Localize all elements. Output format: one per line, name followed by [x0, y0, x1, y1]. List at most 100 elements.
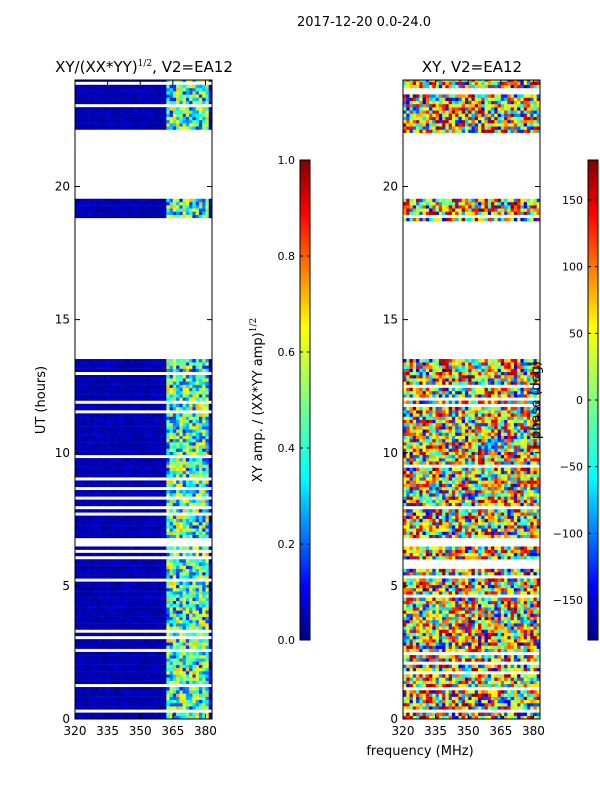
heatmap-cell	[123, 461, 128, 465]
heatmap-row	[75, 394, 212, 398]
heatmap-cell	[208, 515, 212, 519]
heatmap-cell	[146, 534, 151, 539]
heatmap-cell	[136, 677, 141, 681]
heatmap-cell	[133, 619, 138, 624]
heatmap-cell	[169, 198, 174, 203]
heatmap-cell	[202, 110, 206, 114]
heatmap-cell	[94, 448, 99, 452]
heatmap-cell	[172, 594, 177, 598]
heatmap-cell	[172, 100, 177, 105]
heatmap-cell	[150, 610, 154, 614]
heatmap-cell	[202, 531, 206, 535]
heatmap-cell	[198, 687, 203, 691]
heatmap-cell	[117, 110, 121, 114]
heatmap-cell	[208, 525, 212, 529]
heatmap-cell	[179, 91, 183, 95]
heatmap-cell	[114, 626, 118, 630]
heatmap-cell	[107, 610, 112, 614]
heatmap-cell	[176, 591, 180, 595]
heatmap-cell	[198, 591, 203, 595]
heatmap-cell	[120, 642, 125, 646]
heatmap-cell	[195, 365, 200, 369]
heatmap-cell	[78, 368, 82, 373]
heatmap-cell	[198, 639, 203, 643]
heatmap-cell	[130, 562, 135, 566]
heatmap-cell	[153, 432, 157, 436]
heatmap-cell	[127, 562, 131, 566]
heatmap-cell	[205, 201, 210, 206]
heatmap-cell	[179, 97, 183, 101]
heatmap-cell	[205, 658, 210, 662]
heatmap-cell	[133, 572, 138, 576]
heatmap-cell	[81, 619, 86, 624]
heatmap-cell	[150, 699, 154, 704]
heatmap-cell	[114, 422, 118, 427]
heatmap-cell	[84, 208, 89, 212]
heatmap-cell	[185, 368, 190, 373]
heatmap-cell	[88, 619, 92, 624]
heatmap-cell	[114, 696, 118, 701]
heatmap-cell	[97, 642, 102, 646]
heatmap-cell	[202, 429, 206, 433]
heatmap-cell	[120, 113, 125, 117]
heatmap-cell	[84, 438, 89, 443]
heatmap-cell	[192, 594, 196, 598]
heatmap-cell	[91, 664, 95, 669]
heatmap-cell	[455, 712, 459, 716]
heatmap-cell	[159, 594, 164, 598]
heatmap-cell	[195, 528, 200, 532]
heatmap-cell	[143, 616, 148, 621]
heatmap-cell	[84, 616, 89, 621]
heatmap-cell	[136, 597, 141, 601]
heatmap-cell	[195, 205, 200, 209]
heatmap-cell	[172, 528, 177, 532]
heatmap-cell	[81, 100, 86, 105]
heatmap-cell	[114, 451, 118, 456]
heatmap-cell	[192, 458, 196, 462]
heatmap-cell	[104, 546, 108, 550]
heatmap-cell	[185, 198, 190, 203]
heatmap-cell	[133, 448, 138, 452]
heatmap-cell	[127, 588, 131, 592]
heatmap-cell	[182, 80, 187, 82]
heatmap-cell	[101, 696, 105, 701]
heatmap-cell	[117, 91, 121, 95]
heatmap-cell	[192, 123, 196, 127]
heatmap-cell	[163, 568, 167, 573]
heatmap-cell	[156, 94, 161, 98]
heatmap-cell	[208, 470, 212, 475]
heatmap-cell	[107, 442, 112, 446]
heatmap-cell	[185, 603, 190, 608]
heatmap-cell	[176, 394, 180, 398]
heatmap-cell	[110, 451, 115, 456]
heatmap-cell	[150, 639, 154, 643]
heatmap-cell	[166, 211, 170, 215]
heatmap-cell	[169, 368, 174, 373]
heatmap-cell	[133, 528, 138, 532]
heatmap-cell	[205, 528, 210, 532]
heatmap-cell	[458, 712, 463, 716]
heatmap-cell	[91, 461, 95, 465]
heatmap-cell	[75, 483, 79, 488]
heatmap-cell	[195, 445, 200, 449]
heatmap-cell	[202, 623, 206, 627]
heatmap-cell	[159, 518, 164, 523]
heatmap-cell	[140, 603, 144, 608]
heatmap-cell	[110, 107, 115, 111]
heatmap-cell	[107, 565, 112, 570]
heatmap-cell	[163, 642, 167, 646]
heatmap-cell	[202, 426, 206, 430]
heatmap-cell	[163, 375, 167, 379]
amplitude-colorbar: 0.00.20.40.60.81.0 XY amp. / (XX*YY amp)…	[249, 154, 311, 647]
heatmap-cell	[104, 119, 108, 124]
heatmap-cell	[192, 518, 196, 523]
heatmap-cell	[172, 712, 177, 716]
heatmap-cell	[133, 696, 138, 701]
heatmap-cell	[198, 359, 203, 363]
heatmap-cell	[166, 438, 170, 443]
heatmap-cell	[114, 208, 118, 212]
heatmap-cell	[127, 365, 131, 369]
heatmap-cell	[101, 375, 105, 379]
heatmap-cell	[195, 525, 200, 529]
heatmap-cell	[97, 429, 102, 433]
